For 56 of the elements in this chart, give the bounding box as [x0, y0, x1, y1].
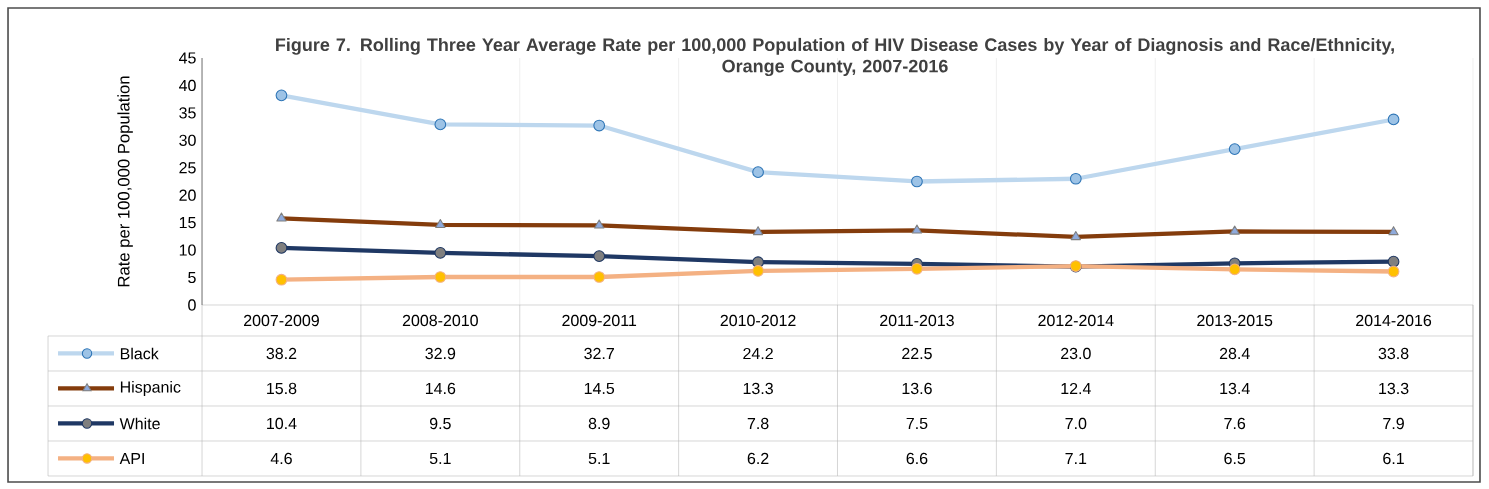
- x-tick-label: 2008-2010: [402, 314, 478, 327]
- data-label: 38.2: [266, 347, 297, 360]
- data-label: 6.5: [1224, 452, 1246, 465]
- data-label: 6.6: [906, 452, 928, 465]
- data-label: 13.3: [1379, 382, 1409, 395]
- x-tick-label: 2014-2016: [1356, 314, 1432, 327]
- legend-label: API: [119, 452, 144, 464]
- data-label: 22.5: [902, 347, 932, 360]
- y-axis-title: Rate per 100,000 Population: [117, 76, 133, 287]
- data-label: 14.5: [584, 382, 615, 395]
- data-label: 24.2: [743, 347, 773, 360]
- data-label: 7.5: [906, 417, 928, 430]
- legend-label: White: [119, 417, 160, 430]
- y-tick-label: 35: [179, 107, 196, 119]
- data-label: 15.8: [267, 382, 297, 395]
- y-tick-label: 0: [188, 299, 196, 311]
- y-tick-label: 45: [179, 52, 196, 64]
- data-label: 5.1: [588, 452, 610, 465]
- data-label: 7.0: [1065, 417, 1087, 430]
- data-label: 8.9: [588, 417, 610, 430]
- legend-label: Hispanic: [120, 381, 181, 396]
- data-label: 7.8: [747, 417, 769, 430]
- data-label: 13.4: [1220, 382, 1250, 395]
- data-label: 5.1: [429, 452, 451, 465]
- data-label: 23.0: [1061, 347, 1091, 360]
- y-tick-label: 40: [179, 79, 196, 92]
- data-label: 7.9: [1383, 417, 1404, 430]
- chart-title: Figure 7. Rolling Three Year Average Rate per 100,000 Population of HIV Disease Cases by Year of Diagnosis and Race/Ethnicity, Orange County, 2007-2016: [276, 37, 1394, 77]
- y-tick-label: 10: [179, 244, 196, 256]
- y-tick-label: 20: [179, 189, 196, 201]
- x-tick-label: 2007-2009: [244, 314, 319, 327]
- x-tick-label: 2012-2014: [1038, 314, 1114, 327]
- data-label: 10.4: [267, 417, 297, 430]
- data-label: 6.2: [747, 452, 769, 465]
- data-label: 32.7: [584, 347, 614, 360]
- y-tick-label: 15: [179, 217, 196, 229]
- x-tick-label: 2010-2012: [720, 314, 796, 327]
- data-label: 4.6: [270, 452, 292, 465]
- data-label: 33.8: [1378, 347, 1409, 360]
- data-label: 13.6: [902, 382, 932, 395]
- data-label: 14.6: [425, 382, 456, 395]
- x-tick-label: 2013-2015: [1197, 314, 1273, 327]
- x-tick-label: 2009-2011: [562, 314, 637, 327]
- data-label: 32.9: [425, 347, 456, 360]
- data-label: 28.4: [1219, 347, 1250, 360]
- data-label: 7.6: [1224, 417, 1246, 430]
- y-tick-label: 5: [188, 271, 196, 284]
- x-tick-label: 2011-2013: [880, 314, 954, 327]
- y-tick-label: 30: [179, 134, 196, 146]
- data-label: 6.1: [1383, 452, 1404, 465]
- data-label: 13.3: [743, 382, 773, 395]
- data-label: 9.5: [429, 417, 451, 430]
- legend-label: Black: [120, 347, 159, 360]
- data-label: 7.1: [1065, 452, 1087, 464]
- y-tick-label: 25: [179, 162, 196, 174]
- data-label: 12.4: [1061, 382, 1091, 395]
